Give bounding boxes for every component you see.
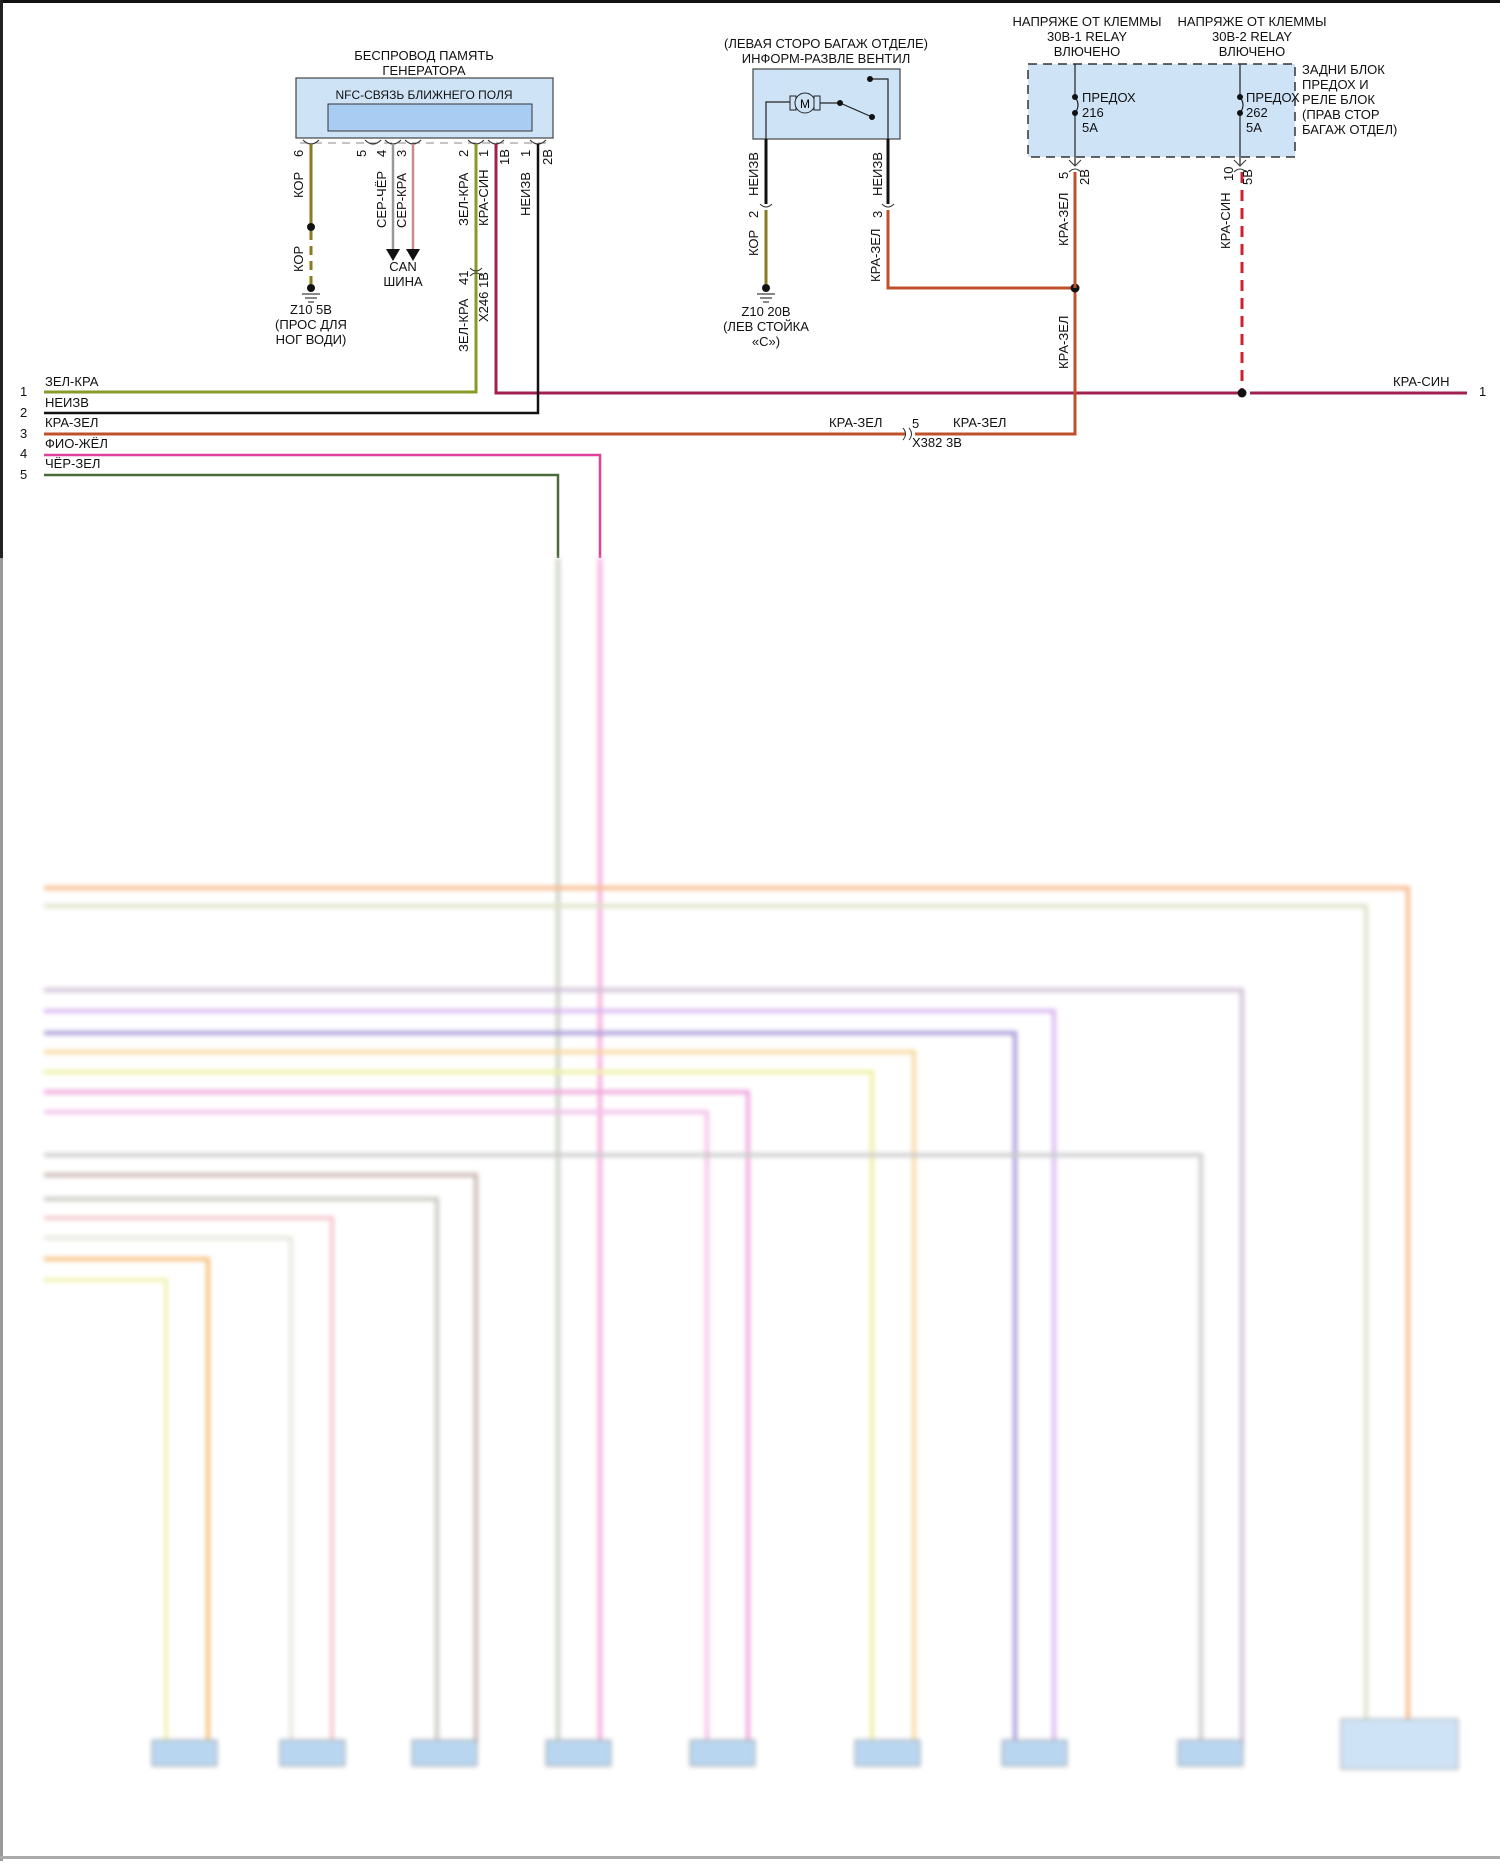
wire-label: НЕИЗВ: [746, 152, 761, 196]
wire-label: КРА-ЗЕЛ: [868, 228, 883, 282]
wire-label: КРА-ЗЕЛ: [1056, 192, 1071, 246]
pin-label: 5: [354, 149, 369, 157]
top-border: [0, 0, 1500, 3]
pin-label: 2: [456, 149, 471, 157]
wire-neizv: [44, 144, 540, 415]
pin-label: 1В: [497, 149, 512, 165]
pin-label: 10: [1221, 166, 1236, 181]
row-wire-label: КРА-ЗЕЛ: [45, 415, 99, 430]
nfc-inner-box: [327, 103, 533, 132]
wire-label: ЗЕЛ-КРА: [456, 298, 471, 352]
row-wire-label: ЧЁР-ЗЕЛ: [45, 456, 101, 471]
connector-x382: [902, 427, 912, 441]
pin-label: 1: [518, 149, 533, 157]
wire-label: СЕР-КРА: [394, 172, 409, 228]
relay-block-label: ЗАДНИ БЛОК ПРЕДОХ И РЕЛЕ БЛОК (ПРАВ СТОР БАГ…: [1302, 62, 1398, 137]
motor-label: M: [800, 97, 810, 111]
row-number: 1: [20, 384, 28, 399]
row-wire-label: НЕИЗВ: [45, 395, 89, 410]
right-wire-label: КРА-СИН: [1393, 374, 1450, 389]
left-border-lower: [0, 558, 3, 1861]
fuse-216-label: ПРЕДОХ 216 5А: [1082, 90, 1136, 135]
wire-label: ЗЕЛ-КРА: [456, 172, 471, 226]
wire-zel-kra: [44, 144, 478, 394]
connector-x246: [469, 267, 483, 277]
fuse-262-label: ПРЕДОХ 262 5А: [1246, 90, 1300, 135]
ground-label: Z10 5В (ПРОС ДЛЯ НОГ ВОДИ): [275, 302, 347, 347]
x382-right-label: КРА-ЗЕЛ: [953, 415, 1007, 430]
valve-ground-label: Z10 20В (ЛЕВ СТОЙКА «С»): [723, 304, 809, 349]
wire-label: СЕР-ЧЁР: [374, 170, 389, 228]
bottom-border: [0, 1856, 1500, 1859]
pin-label: 1: [476, 149, 491, 157]
relay-header-1: НАПРЯЖЕ ОТ КЛЕММЫ 30В-1 RELAY ВЛЮЧЕНО: [1012, 14, 1162, 59]
right-wire-number: 1: [1479, 384, 1487, 399]
wire-valve-kra-zel: [886, 210, 1075, 290]
blurred-lower-section: [0, 558, 1500, 1861]
x382-left-label: КРА-ЗЕЛ: [829, 415, 883, 430]
can-arrow-icon: [386, 249, 400, 261]
can-bus-label: CAN ШИНА: [383, 259, 423, 289]
pin-label: 3: [394, 149, 409, 157]
left-border: [0, 0, 3, 558]
splice-dot: [1237, 388, 1247, 398]
pin-label: 2В: [540, 149, 555, 165]
valve-connectors: [759, 203, 895, 208]
row-number: 2: [20, 405, 28, 420]
wire-cher-zel: [44, 473, 560, 558]
x382-connector-label: X382 3В: [912, 435, 962, 450]
nfc-label: NFC-СВЯЗЬ БЛИЖНЕГО ПОЛЯ: [335, 88, 513, 102]
connector-label: X246 1В: [476, 272, 491, 322]
ground-dot: [307, 284, 315, 292]
row-number: 4: [20, 446, 28, 461]
ground-icon: [757, 293, 775, 303]
row-wire-label: ФИО-ЖЁЛ: [45, 436, 108, 451]
can-arrow-icon: [406, 249, 420, 261]
wire-label: НЕИЗВ: [518, 172, 533, 216]
connector-label: 2В: [1077, 169, 1092, 185]
splice-dot: [307, 223, 315, 231]
relay-block: [1027, 63, 1296, 158]
generator-title: БЕСПРОВОД ПАМЯТЬ ГЕНЕРАТОРА: [354, 48, 494, 78]
pin-terminals: [302, 139, 547, 145]
pin-label: 5: [1056, 171, 1071, 179]
valve-module: [752, 68, 901, 140]
wire-label: КРА-СИН: [1218, 192, 1233, 250]
wire-label: НЕИЗВ: [870, 152, 885, 196]
relay-header-2: НАПРЯЖЕ ОТ КЛЕММЫ 30В-2 RELAY ВЛЮЧЕНО: [1177, 14, 1327, 59]
row-wire-label: ЗЕЛ-КРА: [45, 374, 99, 389]
pin-label: 2: [746, 210, 761, 218]
wire-label: КРА-ЗЕЛ: [1056, 315, 1071, 369]
connector-label: 5В: [1240, 169, 1255, 185]
wire-label: КОР: [746, 229, 761, 256]
wire-fio-zhel: [44, 453, 602, 558]
wire-kra-zel: [44, 288, 1077, 436]
ground-icon: [302, 293, 320, 303]
wire-kra-sin: [494, 144, 1238, 395]
x382-pin: 5: [912, 416, 920, 431]
pin-label: 4: [374, 149, 389, 157]
wire-label: КОР: [291, 245, 306, 272]
wire-label: КОР: [291, 171, 306, 198]
valve-title: (ЛЕВАЯ СТОРО БАГАЖ ОТДЕЛЕ) ИНФОРМ-РАЗВЛЕ …: [724, 36, 928, 66]
row-number: 3: [20, 426, 28, 441]
pin-label: 3: [870, 210, 885, 218]
lower-harness: [44, 558, 1459, 1770]
row-number: 5: [20, 467, 28, 482]
wire-label: КРА-СИН: [476, 169, 491, 227]
pin-label: 6: [291, 149, 306, 157]
connector-pin-label: 41: [456, 270, 471, 285]
